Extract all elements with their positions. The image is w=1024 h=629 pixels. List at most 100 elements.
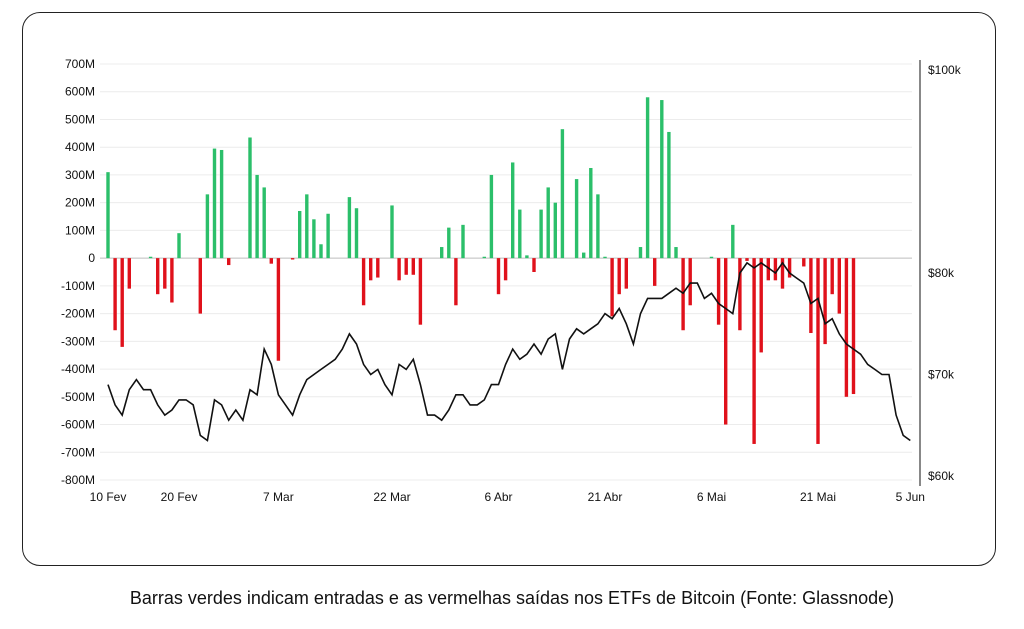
outflow-bar [745,258,749,261]
inflow-bar [638,247,643,259]
right-axis-ticks: $100k $80k $70k $60k [928,63,962,483]
y2-tick-label: $100k [928,63,962,77]
inflow-bar [298,210,302,259]
outflow-bar [766,258,770,281]
inflow-bar [596,194,600,259]
outflow-bar [269,258,273,264]
y-tick-label: 600M [65,85,95,99]
y2-tick-label: $60k [928,469,955,483]
y-tick-label: 700M [65,57,95,71]
y-tick-label: 200M [65,196,95,210]
outflow-bar [418,258,423,325]
inflow-bar [219,149,224,259]
inflow-bar [347,197,352,259]
outflow-bar [198,258,202,314]
outflow-bar [496,258,501,295]
inflow-bar [489,174,494,259]
price-line [107,261,911,442]
outflow-bar [397,258,401,281]
inflow-bar [482,256,486,259]
y-tick-label: -800M [61,473,95,487]
x-tick-label: 22 Mar [373,490,410,504]
outflow-bar [816,258,820,444]
inflow-bar [525,255,529,259]
outflow-bar [532,258,536,272]
outflow-bar [113,258,117,331]
inflow-bar [461,224,465,259]
outflow-bar [837,258,841,314]
inflow-bar [546,187,550,259]
y-tick-label: 0 [88,251,95,265]
inflow-bar [312,219,316,259]
outflow-bar [716,258,721,325]
y-tick-label: 100M [65,223,95,237]
flow-bars [106,97,856,444]
outflow-bar [276,258,281,361]
inflow-bar [674,247,678,259]
x-axis-ticks: 10 Fev 20 Fev 7 Mar 22 Mar 6 Abr 21 Abr 6 Mai 2… [90,490,925,504]
inflow-bar [560,129,565,259]
inflow-bar [390,205,394,259]
y-tick-label: -600M [61,418,95,432]
outflow-bar [156,258,160,295]
left-axis-ticks: 700M 600M 500M 400M 300M 200M 100M 0 -100M -200M -… [61,57,95,487]
inflow-bar [660,100,664,259]
outflow-bar [454,258,458,306]
y-tick-label: -300M [61,334,95,348]
outflow-bar [851,258,856,395]
inflow-bar [553,202,557,259]
outflow-bar [624,258,628,289]
y-tick-label: -700M [61,445,95,459]
x-tick-label: 6 Abr [484,490,512,504]
y2-tick-label: $70k [928,368,955,382]
y-tick-label: 400M [65,140,95,154]
outflow-bar [688,258,692,306]
chart-caption: Barras verdes indicam entradas e as verm… [129,588,895,608]
inflow-bar [262,187,266,259]
y-tick-label: -200M [61,307,95,321]
inflow-bar [603,256,607,259]
outflow-bar [844,258,849,397]
outflow-bar [163,258,167,289]
outflow-bar [759,258,763,353]
inflow-bar [731,224,735,259]
y-tick-label: -500M [61,390,95,404]
outflow-bar [411,258,415,275]
inflow-bar [589,168,593,259]
inflow-bar [106,172,110,259]
y-tick-label: -400M [61,362,95,376]
inflow-bar [305,194,309,259]
grid-lines [100,63,912,481]
inflow-bar [447,227,451,259]
inflow-bar [248,137,252,259]
inflow-bar [645,97,650,259]
y-tick-label: 300M [65,168,95,182]
inflow-bar [319,244,323,259]
outflow-bar [617,258,621,295]
outflow-bar [127,258,131,289]
inflow-bar [518,209,522,259]
x-tick-label: 21 Mai [800,490,836,504]
outflow-bar [227,258,231,266]
outflow-bar [738,258,742,331]
inflow-bar [205,194,210,259]
outflow-bar [830,258,834,295]
outflow-bar [610,258,614,317]
inflow-bar [440,247,444,259]
x-tick-label: 21 Abr [588,490,623,504]
outflow-bar [724,258,728,425]
inflow-bar [582,252,586,259]
inflow-bar [177,233,181,259]
outflow-bar [376,258,380,278]
outflow-bar [361,258,366,306]
outflow-bar [369,258,373,281]
inflow-bar [354,208,359,259]
outflow-bar [809,258,813,334]
outflow-bar [823,258,827,345]
y-tick-label: 500M [65,112,95,126]
outflow-bar [120,258,124,347]
outflow-bar [503,258,508,281]
outflow-bar [404,258,408,275]
inflow-bar [667,131,671,259]
